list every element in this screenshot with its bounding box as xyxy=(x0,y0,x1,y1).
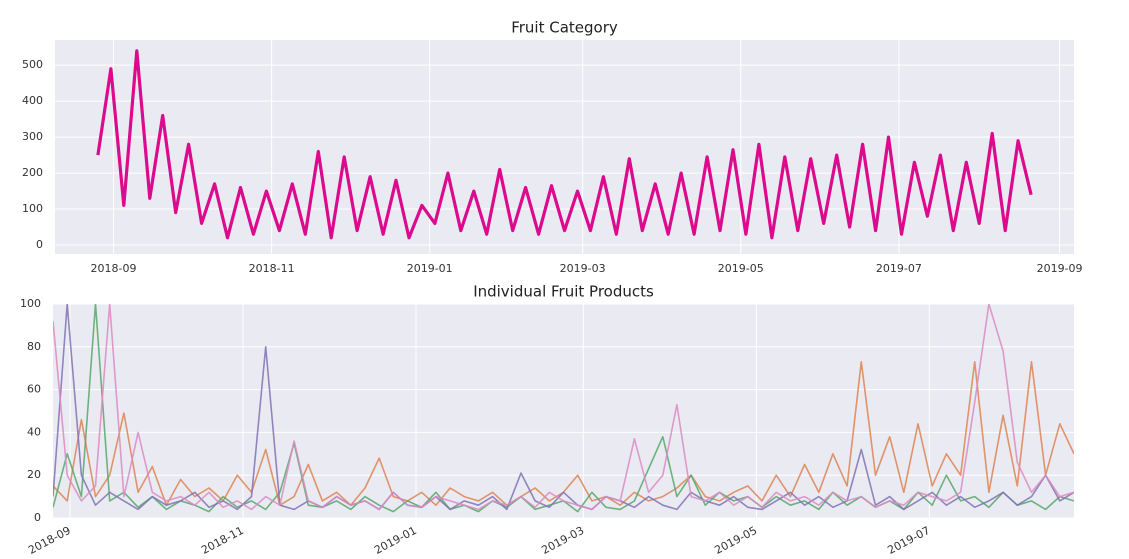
y-tick-label: 400 xyxy=(22,94,43,107)
x-tick-label: 2018-09 xyxy=(26,524,73,557)
y-tick-label: 0 xyxy=(34,511,41,524)
y-tick-label: 60 xyxy=(27,383,41,396)
chart-title: Individual Fruit Products xyxy=(473,283,654,301)
y-tick-label: 500 xyxy=(22,58,43,71)
y-tick-label: 40 xyxy=(27,425,41,438)
x-tick-label: 2018-11 xyxy=(199,524,246,557)
series-line xyxy=(53,304,1074,511)
plot-background xyxy=(53,304,1074,518)
x-tick-label: 2019-03 xyxy=(539,524,586,557)
x-tick-label: 2018-09 xyxy=(90,262,136,275)
y-tick-label: 200 xyxy=(22,166,43,179)
y-tick-label: 0 xyxy=(36,238,43,251)
series-group xyxy=(96,49,1033,240)
x-tick-label: 2019-03 xyxy=(560,262,606,275)
series-line xyxy=(96,49,1033,240)
x-tick-label: 2019-01 xyxy=(407,262,453,275)
y-tick-label: 100 xyxy=(20,297,41,310)
plot-background xyxy=(55,40,1074,254)
x-tick-label: 2019-05 xyxy=(712,524,759,557)
x-tick-label: 2019-07 xyxy=(885,524,932,557)
x-tick-label: 2019-07 xyxy=(876,262,922,275)
chart-title: Fruit Category xyxy=(511,19,618,37)
series-group xyxy=(53,304,1074,513)
y-tick-label: 80 xyxy=(27,340,41,353)
x-tick-label: 2019-01 xyxy=(372,524,419,557)
y-tick-label: 300 xyxy=(22,130,43,143)
x-tick-label: 2018-11 xyxy=(249,262,295,275)
series-line xyxy=(53,304,1074,511)
y-tick-label: 100 xyxy=(22,202,43,215)
x-tick-label: 2019-05 xyxy=(718,262,764,275)
x-tick-label: 2019-09 xyxy=(1037,262,1083,275)
y-tick-label: 20 xyxy=(27,468,41,481)
